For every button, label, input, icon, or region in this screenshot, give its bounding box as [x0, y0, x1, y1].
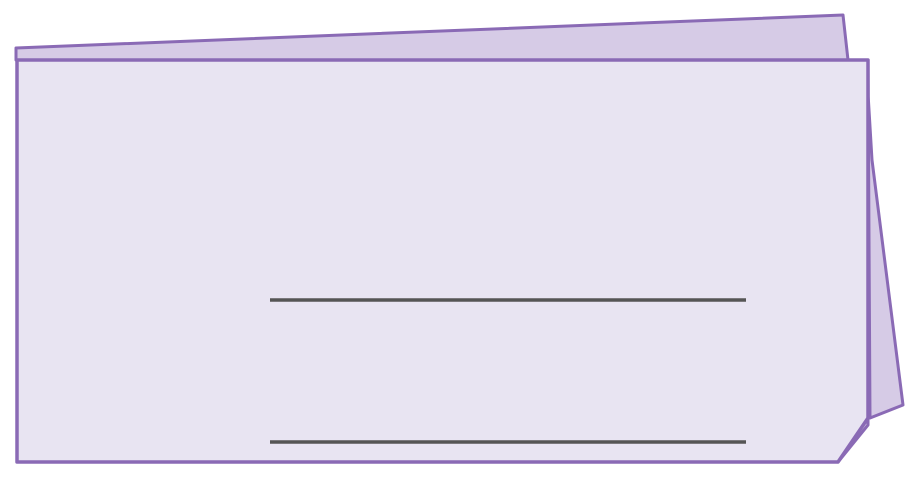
card-back-side-flap: [864, 58, 905, 420]
card-back-top-flap: [14, 13, 850, 62]
card-front-face: [15, 58, 870, 464]
